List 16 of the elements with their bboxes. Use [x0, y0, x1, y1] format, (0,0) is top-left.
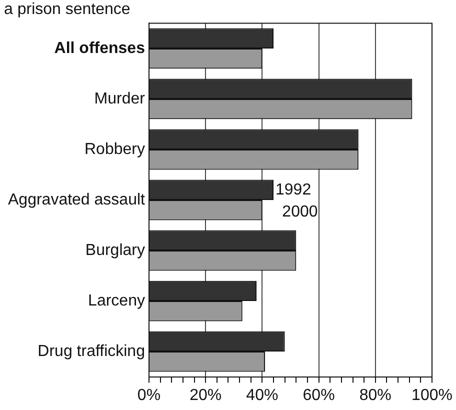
x-tick-label: 20%: [190, 386, 222, 404]
x-tick-label: 0%: [137, 386, 161, 404]
y-tick-label: Drug trafficking: [38, 342, 145, 360]
chart-title: a prison sentence: [4, 1, 130, 18]
y-tick-label: All offenses: [54, 40, 146, 57]
y-tick-label: Robbery: [84, 140, 145, 158]
y-tick-label: Larceny: [88, 292, 145, 310]
series-label: 2000: [282, 204, 318, 221]
series-label: 1992: [276, 181, 312, 198]
y-tick-label: Aggravated assault: [8, 191, 146, 208]
y-tick-label: Burglary: [85, 242, 145, 259]
x-tick-label: 60%: [302, 386, 335, 404]
x-tick-label: 100%: [412, 386, 452, 404]
y-tick-label: Murder: [94, 90, 146, 108]
x-tick-label: 80%: [359, 386, 392, 404]
x-tick-label: 40%: [246, 386, 278, 404]
